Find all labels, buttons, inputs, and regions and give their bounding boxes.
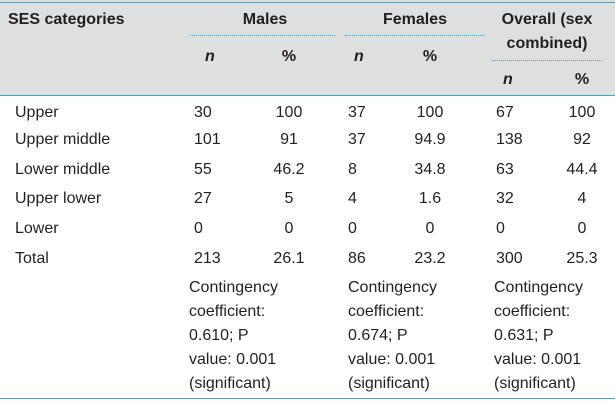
note-females-line3: 0.674; P bbox=[348, 327, 408, 344]
cell-upper-overall-n: 67 bbox=[496, 104, 514, 121]
cell-lower-middle-females-pct: 34.8 bbox=[414, 161, 446, 178]
cell-total-males-pct: 26.1 bbox=[273, 250, 305, 267]
note-females-line1: Contingency bbox=[348, 279, 437, 296]
cell-upper-middle-males-pct: 91 bbox=[280, 131, 298, 148]
cell-upper-females-pct: 100 bbox=[416, 104, 444, 121]
header-ses-categories: SES categories bbox=[8, 11, 125, 28]
cell-upper-middle-overall-pct: 92 bbox=[573, 131, 591, 148]
females-rule bbox=[345, 35, 485, 36]
note-overall-line1: Contingency bbox=[494, 279, 583, 296]
cell-upper-lower-females-pct: 1.6 bbox=[418, 190, 442, 207]
cell-upper-lower-males-n: 27 bbox=[194, 190, 212, 207]
header-females-n: n bbox=[354, 48, 364, 65]
cell-lower-middle-overall-pct: 44.4 bbox=[566, 161, 598, 178]
header-overall-pct: % bbox=[574, 71, 590, 88]
cell-upper-males-n: 30 bbox=[194, 104, 212, 121]
header-overall-line2: combined) bbox=[506, 35, 588, 52]
cell-upper-middle-males-n: 101 bbox=[194, 131, 221, 148]
header-males-pct: % bbox=[281, 48, 297, 65]
cell-total-overall-n: 300 bbox=[496, 250, 523, 267]
cell-lower-middle-males-n: 55 bbox=[194, 161, 212, 178]
cell-lower-overall-pct: 0 bbox=[577, 220, 587, 237]
cell-lower-middle-females-n: 8 bbox=[348, 161, 357, 178]
males-rule bbox=[190, 35, 335, 36]
cell-upper-lower-males-pct: 5 bbox=[284, 190, 294, 207]
note-males-line1: Contingency bbox=[189, 279, 278, 296]
note-males-line4: value: 0.001 bbox=[189, 351, 277, 368]
row-label-upper-middle: Upper middle bbox=[15, 131, 111, 148]
note-overall-line2: coefficient: bbox=[494, 303, 571, 320]
cell-lower-middle-males-pct: 46.2 bbox=[273, 161, 305, 178]
cell-upper-middle-overall-n: 138 bbox=[496, 131, 523, 148]
row-label-upper: Upper bbox=[15, 104, 59, 121]
note-males-line5: (significant) bbox=[189, 375, 271, 392]
note-females-line4: value: 0.001 bbox=[348, 351, 436, 368]
cell-lower-overall-n: 0 bbox=[496, 220, 505, 237]
cell-total-overall-pct: 25.3 bbox=[566, 250, 598, 267]
header-band bbox=[0, 0, 615, 95]
header-bottom-rule bbox=[0, 95, 615, 96]
cell-total-males-n: 213 bbox=[194, 250, 221, 267]
row-label-upper-lower: Upper lower bbox=[15, 190, 102, 207]
top-rule bbox=[0, 2, 615, 3]
note-overall-line3: 0.631; P bbox=[494, 327, 554, 344]
bottom-rule bbox=[0, 398, 615, 399]
header-males-n: n bbox=[205, 48, 215, 65]
header-overall-line1: Overall (sex bbox=[501, 11, 593, 28]
cell-lower-males-pct: 0 bbox=[284, 220, 294, 237]
cell-upper-females-n: 37 bbox=[348, 104, 366, 121]
cell-upper-lower-overall-pct: 4 bbox=[577, 190, 587, 207]
row-label-lower-middle: Lower middle bbox=[15, 161, 111, 178]
note-females-line2: coefficient: bbox=[348, 303, 425, 320]
cell-total-females-n: 86 bbox=[348, 250, 366, 267]
note-males-line2: coefficient: bbox=[189, 303, 266, 320]
overall-rule bbox=[492, 60, 602, 61]
header-males: Males bbox=[242, 11, 288, 28]
header-females-pct: % bbox=[422, 48, 438, 65]
note-males-line3: 0.610; P bbox=[189, 327, 249, 344]
row-label-lower: Lower bbox=[15, 220, 59, 237]
cell-lower-middle-overall-n: 63 bbox=[496, 161, 514, 178]
cell-upper-males-pct: 100 bbox=[275, 104, 303, 121]
cell-upper-lower-overall-n: 32 bbox=[496, 190, 514, 207]
note-females-line5: (significant) bbox=[348, 375, 430, 392]
row-label-total: Total bbox=[15, 250, 49, 267]
cell-upper-middle-females-n: 37 bbox=[348, 131, 366, 148]
cell-upper-lower-females-n: 4 bbox=[348, 190, 357, 207]
cell-total-females-pct: 23.2 bbox=[414, 250, 446, 267]
cell-lower-females-pct: 0 bbox=[425, 220, 435, 237]
header-overall-n: n bbox=[503, 71, 513, 88]
header-females: Females bbox=[382, 11, 448, 28]
cell-lower-females-n: 0 bbox=[348, 220, 357, 237]
note-overall-line5: (significant) bbox=[494, 375, 576, 392]
cell-lower-males-n: 0 bbox=[194, 220, 203, 237]
cell-upper-overall-pct: 100 bbox=[568, 104, 596, 121]
cell-upper-middle-females-pct: 94.9 bbox=[414, 131, 446, 148]
note-overall-line4: value: 0.001 bbox=[494, 351, 582, 368]
